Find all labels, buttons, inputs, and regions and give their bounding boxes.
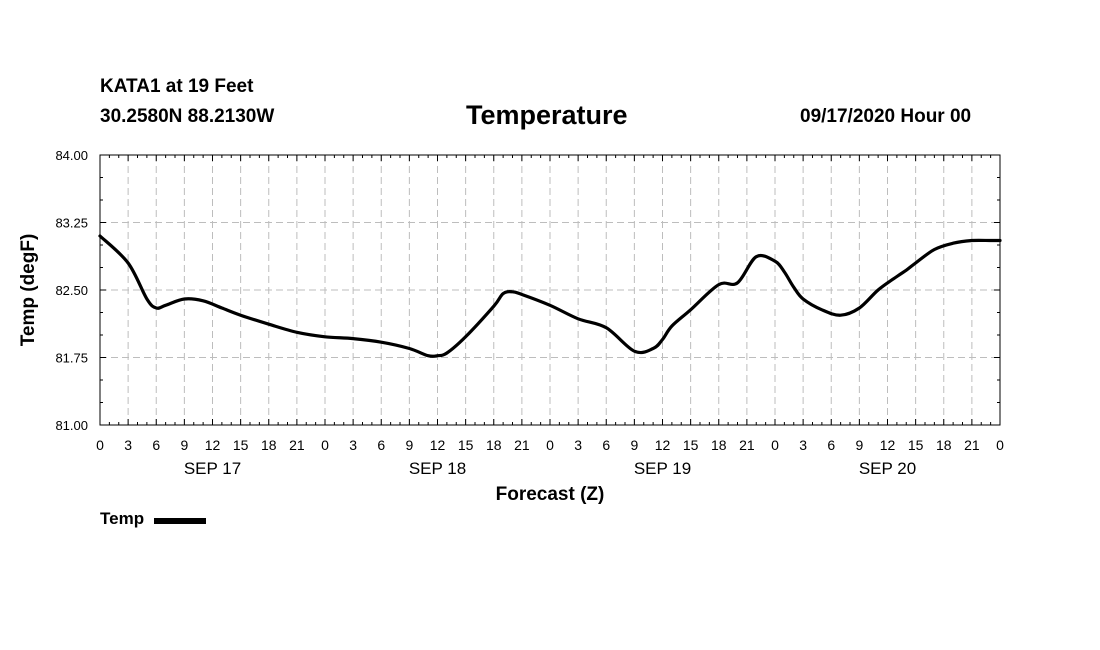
x-tick-label: 9 [630, 437, 638, 453]
x-tick-label: 6 [152, 437, 160, 453]
legend-label: Temp [100, 509, 145, 528]
station-coordinates: 30.2580N 88.2130W [100, 106, 275, 127]
x-tick-label: 18 [711, 437, 727, 453]
x-tick-label: 12 [205, 437, 221, 453]
x-axis-title: Forecast (Z) [496, 484, 605, 505]
x-tick-label: 6 [827, 437, 835, 453]
x-tick-label: 9 [405, 437, 413, 453]
x-tick-label: 12 [655, 437, 671, 453]
y-axis-title: Temp (degF) [18, 234, 39, 347]
x-tick-label: 21 [739, 437, 755, 453]
x-tick-label: 0 [771, 437, 779, 453]
x-tick-label: 15 [683, 437, 699, 453]
x-tick-label: 0 [546, 437, 554, 453]
x-tick-label: 0 [96, 437, 104, 453]
x-tick-label: 18 [486, 437, 502, 453]
day-label: SEP 17 [184, 459, 241, 478]
x-tick-label: 6 [602, 437, 610, 453]
axis-labels: 81.00 81.75 82.50 83.25 84.00 0 3 6 9 12 15 18 21 0 3 6… [18, 148, 1004, 505]
series-line-temp [98, 234, 1002, 358]
x-tick-label: 15 [458, 437, 474, 453]
axes [99, 154, 1001, 426]
x-tick-label: 18 [261, 437, 277, 453]
x-tick-label: 21 [964, 437, 980, 453]
y-tick-label: 81.00 [55, 418, 88, 433]
x-tick-label: 0 [321, 437, 329, 453]
x-tick-label: 0 [996, 437, 1004, 453]
x-tick-label: 3 [799, 437, 807, 453]
x-tick-label: 12 [880, 437, 896, 453]
station-name: KATA1 at 19 Feet [100, 76, 254, 97]
x-tick-label: 18 [936, 437, 952, 453]
y-tick-label: 82.50 [55, 283, 88, 298]
day-label: SEP 18 [409, 459, 466, 478]
x-tick-label: 15 [908, 437, 924, 453]
x-tick-label: 21 [514, 437, 530, 453]
legend-swatch [154, 517, 207, 524]
x-tick-label: 21 [289, 437, 305, 453]
series-layer [98, 234, 1002, 358]
gridlines [100, 155, 1000, 425]
x-tick-label: 3 [349, 437, 357, 453]
day-label: SEP 19 [634, 459, 691, 478]
y-tick-label: 83.25 [55, 216, 88, 231]
y-tick-label: 84.00 [55, 148, 88, 163]
x-tick-label: 3 [574, 437, 582, 453]
x-tick-label: 9 [180, 437, 188, 453]
x-tick-label: 6 [377, 437, 385, 453]
forecast-run-time: 09/17/2020 Hour 00 [800, 106, 972, 127]
x-tick-label: 12 [430, 437, 446, 453]
plot-frame [99, 154, 1001, 426]
chart-title: Temperature [466, 100, 628, 130]
day-label: SEP 20 [859, 459, 916, 478]
x-tick-label: 15 [233, 437, 249, 453]
x-tick-label: 9 [855, 437, 863, 453]
x-tick-label: 3 [124, 437, 132, 453]
legend: Temp [100, 509, 207, 529]
y-tick-label: 81.75 [55, 351, 88, 366]
